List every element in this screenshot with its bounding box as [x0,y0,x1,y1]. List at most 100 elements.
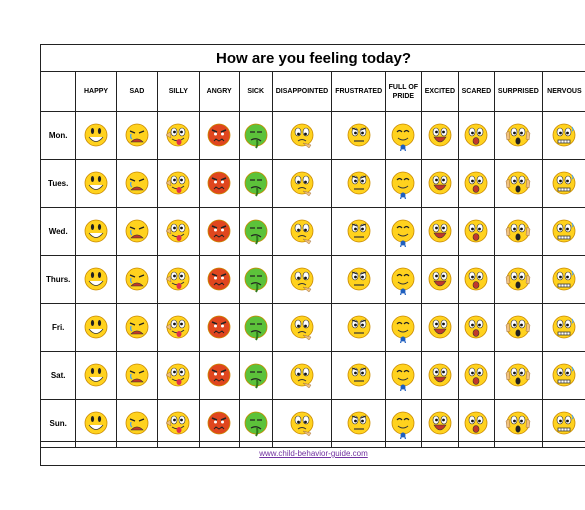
face-cell[interactable] [115,255,159,304]
face-cell[interactable] [493,303,543,352]
face-cell[interactable] [457,303,495,352]
proud-face-icon [386,409,421,439]
sad-face-icon [117,361,157,391]
face-cell[interactable] [420,399,459,448]
face-cell[interactable] [493,111,543,160]
face-cell[interactable] [457,159,495,208]
happy-face-icon [76,313,115,343]
face-cell[interactable] [457,207,495,256]
face-cell[interactable] [75,351,117,400]
face-cell[interactable] [541,255,585,304]
face-cell[interactable] [198,111,240,160]
face-cell[interactable] [198,303,240,352]
face-cell[interactable] [115,303,159,352]
face-cell[interactable] [75,303,117,352]
face-cell[interactable] [115,399,159,448]
face-cell[interactable] [115,159,159,208]
face-cell[interactable] [457,351,495,400]
face-cell[interactable] [331,207,386,256]
face-cell[interactable] [331,399,386,448]
face-cell[interactable] [271,399,333,448]
face-cell[interactable] [238,255,273,304]
frustrated-face-icon [332,217,384,247]
face-cell[interactable] [271,303,333,352]
face-cell[interactable] [75,207,117,256]
face-cell[interactable] [157,303,200,352]
face-cell[interactable] [75,111,117,160]
proud-face-icon [386,121,421,151]
face-cell[interactable] [331,111,386,160]
source-link[interactable]: www.child-behavior-guide.com [259,449,368,458]
face-cell[interactable] [493,351,543,400]
face-cell[interactable] [271,255,333,304]
face-cell[interactable] [157,255,200,304]
face-cell[interactable] [331,255,386,304]
face-cell[interactable] [157,111,200,160]
face-cell[interactable] [115,207,159,256]
face-cell[interactable] [238,303,273,352]
face-cell[interactable] [541,399,585,448]
face-cell[interactable] [157,399,200,448]
day-row: Fri. [41,303,585,352]
face-cell[interactable] [271,111,333,160]
face-cell[interactable] [384,303,422,352]
face-cell[interactable] [331,303,386,352]
surprised-face-icon [495,217,542,247]
surprised-face-icon [495,361,542,391]
face-cell[interactable] [420,111,459,160]
face-cell[interactable] [198,159,240,208]
face-cell[interactable] [457,255,495,304]
face-cell[interactable] [238,111,273,160]
face-cell[interactable] [541,303,585,352]
face-cell[interactable] [75,159,117,208]
face-cell[interactable] [420,207,459,256]
face-cell[interactable] [115,351,159,400]
face-cell[interactable] [115,111,159,160]
face-cell[interactable] [198,351,240,400]
face-cell[interactable] [493,159,543,208]
face-cell[interactable] [420,303,459,352]
scared-face-icon [459,313,494,343]
face-cell[interactable] [493,255,543,304]
face-cell[interactable] [238,207,273,256]
silly-face-icon [158,217,198,247]
face-cell[interactable] [384,255,422,304]
excited-face-icon [422,121,458,151]
face-cell[interactable] [331,351,386,400]
face-cell[interactable] [541,207,585,256]
frustrated-face-icon [332,169,384,199]
disappointed-face-icon [273,265,332,295]
face-cell[interactable] [198,399,240,448]
face-cell[interactable] [198,207,240,256]
face-cell[interactable] [157,207,200,256]
face-cell[interactable] [457,111,495,160]
angry-face-icon [200,217,239,247]
face-cell[interactable] [541,111,585,160]
face-cell[interactable] [384,207,422,256]
face-cell[interactable] [384,351,422,400]
face-cell[interactable] [541,351,585,400]
face-cell[interactable] [420,351,459,400]
face-cell[interactable] [157,159,200,208]
face-cell[interactable] [457,399,495,448]
face-cell[interactable] [420,255,459,304]
face-cell[interactable] [420,159,459,208]
face-cell[interactable] [384,399,422,448]
face-cell[interactable] [493,399,543,448]
face-cell[interactable] [75,255,117,304]
face-cell[interactable] [238,159,273,208]
face-cell[interactable] [271,207,333,256]
silly-face-icon [158,361,198,391]
face-cell[interactable] [271,159,333,208]
face-cell[interactable] [238,351,273,400]
face-cell[interactable] [384,111,422,160]
face-cell[interactable] [331,159,386,208]
face-cell[interactable] [271,351,333,400]
face-cell[interactable] [541,159,585,208]
face-cell[interactable] [198,255,240,304]
day-row: Wed. [41,207,585,256]
face-cell[interactable] [157,351,200,400]
face-cell[interactable] [493,207,543,256]
face-cell[interactable] [384,159,422,208]
frustrated-face-icon [332,313,384,343]
